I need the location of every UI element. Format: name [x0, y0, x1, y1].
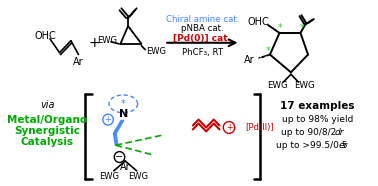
Text: Chiral amine cat.: Chiral amine cat.: [166, 15, 239, 24]
Text: EWG: EWG: [98, 36, 118, 45]
Text: EWG: EWG: [294, 81, 314, 90]
Text: Ar: Ar: [244, 54, 254, 65]
Text: up to >99.5/0.5: up to >99.5/0.5: [276, 141, 350, 150]
Text: OHC: OHC: [35, 31, 56, 41]
Text: via: via: [40, 100, 54, 110]
Text: +: +: [105, 115, 112, 124]
Text: dr: dr: [335, 128, 344, 137]
Text: +: +: [89, 36, 101, 50]
Text: Synergistic: Synergistic: [14, 126, 80, 136]
Text: EWG: EWG: [267, 81, 288, 90]
Text: [Pd(II)]: [Pd(II)]: [245, 123, 274, 132]
Text: up to 90/8/2: up to 90/8/2: [281, 128, 339, 137]
Text: *: *: [121, 99, 125, 109]
Text: EWG: EWG: [129, 172, 149, 181]
Text: Ar: Ar: [120, 162, 130, 172]
Text: +: +: [226, 123, 232, 132]
Text: EWG: EWG: [146, 47, 166, 56]
Text: N: N: [119, 109, 128, 119]
Text: −: −: [115, 152, 124, 162]
Text: 17 examples: 17 examples: [280, 101, 355, 111]
Text: *: *: [266, 46, 270, 56]
Text: Metal/Organo: Metal/Organo: [7, 115, 87, 125]
Text: EWG: EWG: [99, 172, 119, 181]
Text: PhCF₃, RT: PhCF₃, RT: [182, 48, 223, 57]
Text: up to 98% yield: up to 98% yield: [282, 115, 353, 124]
Text: [Pd(0)] cat.: [Pd(0)] cat.: [174, 34, 231, 43]
Text: er: er: [339, 141, 348, 150]
Text: pNBA cat.: pNBA cat.: [181, 25, 224, 33]
Text: OHC: OHC: [248, 17, 270, 27]
Text: *: *: [278, 23, 283, 33]
Text: Ar: Ar: [73, 57, 84, 68]
Text: Catalysis: Catalysis: [20, 137, 74, 147]
Text: *: *: [300, 23, 305, 33]
